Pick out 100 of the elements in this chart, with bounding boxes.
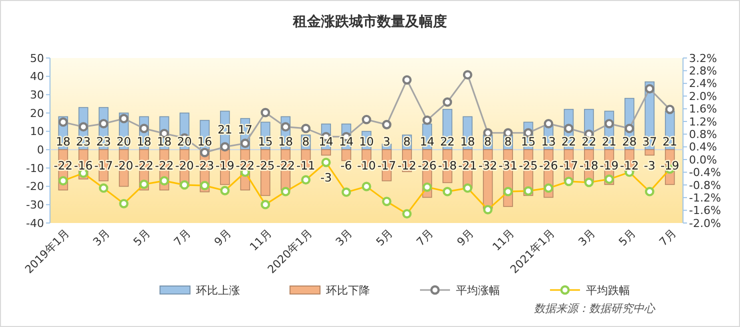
point — [544, 118, 554, 128]
x-tick-label: 7月 — [171, 226, 194, 249]
data-label: -18 — [580, 158, 598, 173]
y-tick-label: -20 — [26, 180, 44, 194]
y2-tick-label: -0.8% — [689, 178, 721, 192]
point — [280, 122, 290, 132]
y2-tick-label: 2.4% — [689, 77, 717, 90]
data-label: 17 — [238, 122, 252, 137]
legend-label: 环比下降 — [326, 284, 370, 297]
point — [624, 124, 634, 134]
point — [220, 142, 230, 152]
point — [665, 104, 675, 114]
y-tick-label: 40 — [30, 70, 44, 84]
x-tick-label: 3月 — [576, 226, 598, 249]
data-label: 18 — [156, 134, 172, 149]
point — [200, 148, 210, 158]
data-label: -3 — [644, 158, 656, 173]
point — [422, 115, 432, 125]
y2-tick-label: 3.2% — [689, 52, 717, 65]
data-label: -20 — [114, 158, 134, 173]
y-tick-label: 0 — [37, 144, 44, 157]
data-label: 20 — [116, 134, 132, 149]
x-tick-label: 3月 — [333, 226, 356, 249]
x-tick-label: 5月 — [130, 226, 153, 249]
point — [402, 75, 412, 85]
data-label: -18 — [438, 158, 457, 173]
data-label: -3 — [320, 170, 332, 185]
data-label: -22 — [54, 158, 73, 173]
data-label: 23 — [96, 134, 111, 149]
point — [362, 114, 372, 124]
point — [604, 118, 614, 128]
data-label: 22 — [582, 134, 596, 149]
x-tick-label: 11月 — [490, 226, 517, 254]
data-label: -22 — [154, 158, 174, 173]
data-label: 15 — [520, 134, 536, 149]
point — [442, 97, 452, 107]
data-label: -22 — [134, 158, 154, 173]
data-label: 21 — [662, 134, 678, 149]
data-label: 22 — [561, 134, 576, 149]
x-tick-label: 7月 — [656, 226, 679, 249]
data-label: -17 — [377, 158, 396, 173]
point — [98, 118, 108, 128]
y2-tick-label: 1.2% — [689, 115, 717, 128]
data-label: 18 — [136, 134, 152, 149]
bar — [644, 149, 655, 156]
data-label: -31 — [498, 158, 518, 173]
data-label: 14 — [420, 134, 434, 149]
data-label: -19 — [216, 158, 234, 173]
data-label: -10 — [357, 158, 376, 173]
y-tick-label: 30 — [30, 88, 44, 102]
y2-tick-label: -1.6% — [689, 204, 721, 218]
data-label: 15 — [258, 134, 273, 149]
y-tick-label: 50 — [30, 52, 44, 65]
source-note: 数据来源：数据研究中心 — [534, 302, 656, 315]
point — [564, 124, 574, 134]
data-label: 37 — [642, 134, 657, 149]
data-label: -17 — [94, 158, 113, 173]
data-label: 28 — [622, 134, 637, 149]
y2-tick-label: 0.0% — [689, 153, 717, 166]
data-label: -25 — [518, 158, 538, 173]
x-tick-label: 5月 — [616, 226, 638, 249]
data-label: -21 — [458, 158, 478, 173]
point — [382, 120, 392, 130]
data-label: 21 — [602, 134, 617, 149]
point — [503, 128, 513, 138]
data-label: -16 — [74, 158, 93, 173]
legend-label: 平均跌幅 — [586, 284, 630, 297]
x-tick-label: 3月 — [90, 226, 112, 249]
data-label: -19 — [600, 158, 619, 173]
y-tick-label: 20 — [30, 106, 44, 120]
chart-title: 租金涨跌城市数量及幅度 — [292, 13, 447, 30]
y2-tick-label: 2.0% — [689, 90, 717, 103]
point — [139, 124, 149, 134]
data-label: 18 — [460, 134, 475, 149]
y-tick-label: -30 — [26, 198, 44, 212]
y2-tick-label: 0.4% — [689, 140, 717, 154]
y2-tick-label: -0.4% — [689, 166, 721, 180]
data-label: -19 — [660, 158, 680, 173]
data-label: 18 — [278, 134, 293, 149]
data-label: -17 — [559, 158, 578, 173]
data-label: 10 — [359, 134, 374, 149]
x-tick-label: 9月 — [454, 226, 476, 249]
x-tick-label: 9月 — [212, 226, 234, 249]
x-tick-label: 7月 — [414, 226, 436, 249]
data-label: 8 — [403, 134, 411, 149]
x-tick-label: 11月 — [247, 226, 274, 254]
y2-tick-label: -1.2% — [689, 191, 721, 204]
point — [260, 108, 270, 118]
data-label: -20 — [175, 158, 194, 173]
data-label: 18 — [56, 134, 70, 149]
point — [119, 114, 129, 124]
data-label: 21 — [218, 122, 232, 137]
data-label: 22 — [440, 134, 455, 149]
data-label: -23 — [195, 158, 214, 173]
y-tick-label: -10 — [26, 162, 44, 175]
data-label: 23 — [76, 134, 91, 149]
bar — [321, 149, 331, 156]
y2-tick-label: -2.0% — [689, 216, 721, 230]
data-label: -12 — [398, 158, 416, 173]
data-label: 8 — [302, 134, 310, 149]
